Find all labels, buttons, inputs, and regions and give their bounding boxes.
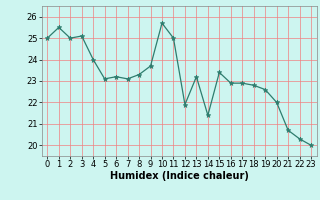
X-axis label: Humidex (Indice chaleur): Humidex (Indice chaleur): [110, 171, 249, 181]
